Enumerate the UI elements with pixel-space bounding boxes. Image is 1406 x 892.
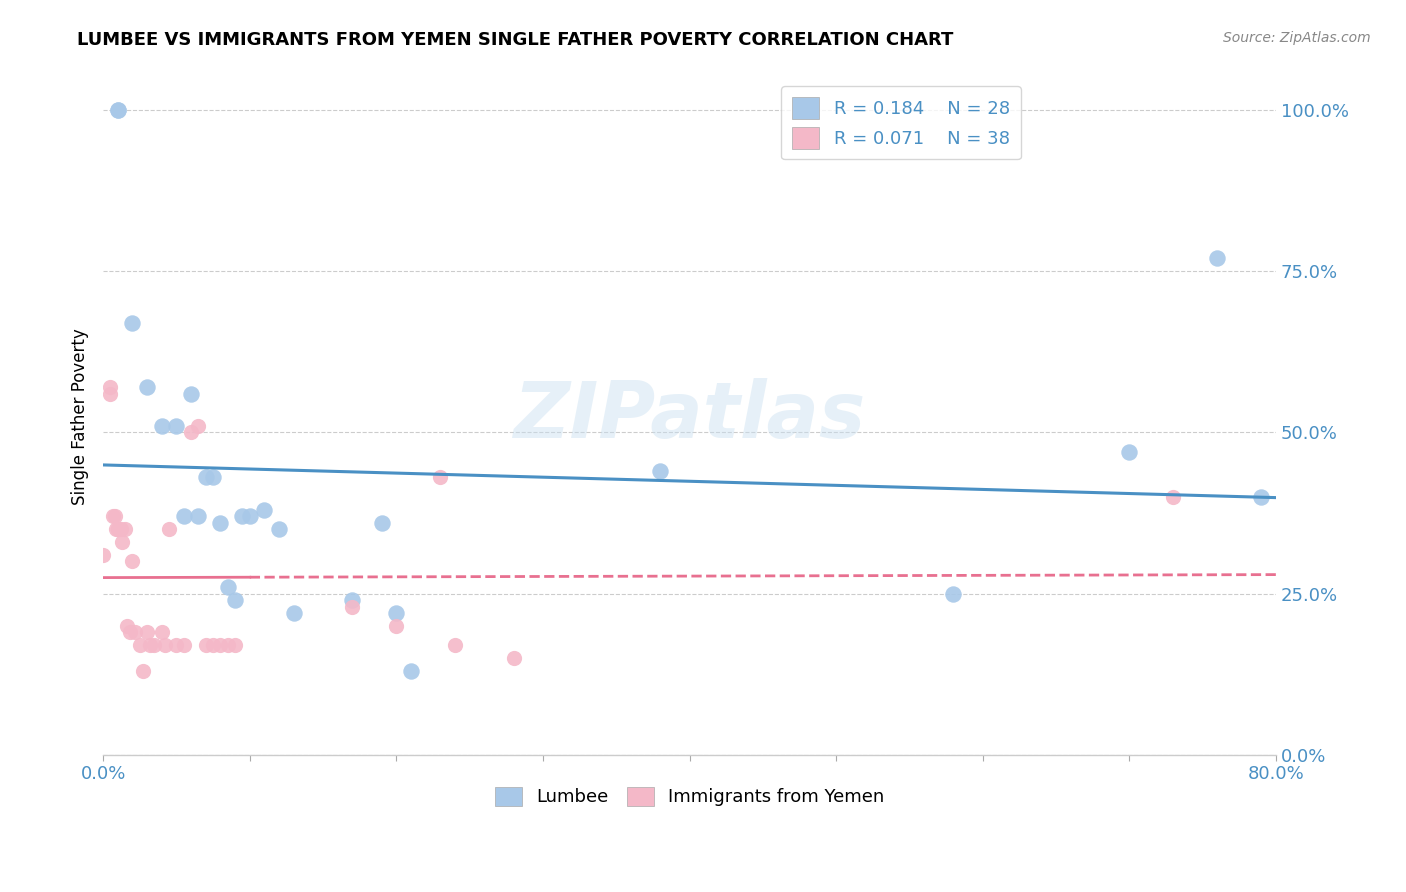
Text: Source: ZipAtlas.com: Source: ZipAtlas.com: [1223, 31, 1371, 45]
Point: [132, 664, 155, 678]
Point: [173, 638, 195, 652]
Point: [100, 386, 122, 401]
Point: [173, 509, 195, 524]
Text: LUMBEE VS IMMIGRANTS FROM YEMEN SINGLE FATHER POVERTY CORRELATION CHART: LUMBEE VS IMMIGRANTS FROM YEMEN SINGLE F…: [77, 31, 953, 49]
Point: [128, 638, 150, 652]
Point: [180, 425, 202, 440]
Point: [209, 638, 232, 652]
Point: [180, 386, 202, 401]
Point: [1206, 251, 1229, 265]
Point: [429, 470, 451, 484]
Point: [194, 470, 217, 484]
Point: [217, 638, 239, 652]
Point: [253, 502, 276, 516]
Point: [136, 380, 159, 394]
Point: [107, 103, 129, 117]
Point: [150, 418, 173, 433]
Point: [209, 516, 232, 530]
Point: [139, 638, 162, 652]
Point: [121, 554, 143, 568]
Point: [143, 638, 166, 652]
Point: [114, 522, 136, 536]
Point: [217, 580, 239, 594]
Point: [187, 509, 209, 524]
Text: ZIPatlas: ZIPatlas: [513, 378, 866, 454]
Point: [370, 516, 392, 530]
Point: [444, 638, 467, 652]
Point: [103, 509, 125, 524]
Point: [121, 316, 143, 330]
Point: [1163, 490, 1185, 504]
Point: [399, 664, 422, 678]
Point: [267, 522, 290, 536]
Point: [1250, 490, 1272, 504]
Point: [194, 638, 217, 652]
Point: [136, 625, 159, 640]
Point: [157, 522, 180, 536]
Point: [385, 606, 408, 620]
Point: [231, 509, 253, 524]
Point: [118, 625, 141, 640]
Point: [105, 522, 128, 536]
Point: [107, 522, 129, 536]
Point: [385, 619, 408, 633]
Y-axis label: Single Father Poverty: Single Father Poverty: [72, 327, 89, 505]
Point: [150, 625, 173, 640]
Point: [111, 535, 134, 549]
Point: [91, 548, 114, 562]
Point: [165, 638, 187, 652]
Point: [342, 599, 364, 614]
Point: [104, 509, 127, 524]
Point: [650, 464, 672, 478]
Point: [502, 651, 524, 665]
Point: [100, 380, 122, 394]
Point: [124, 625, 146, 640]
Point: [942, 586, 965, 600]
Point: [342, 593, 364, 607]
Point: [107, 522, 129, 536]
Point: [224, 593, 246, 607]
Point: [110, 522, 132, 536]
Point: [283, 606, 305, 620]
Point: [224, 638, 246, 652]
Point: [165, 418, 187, 433]
Point: [202, 470, 225, 484]
Point: [202, 638, 225, 652]
Point: [1118, 444, 1140, 458]
Point: [187, 418, 209, 433]
Point: [153, 638, 176, 652]
Point: [115, 619, 138, 633]
Point: [107, 103, 129, 117]
Legend: Lumbee, Immigrants from Yemen: Lumbee, Immigrants from Yemen: [488, 780, 891, 814]
Point: [239, 509, 262, 524]
